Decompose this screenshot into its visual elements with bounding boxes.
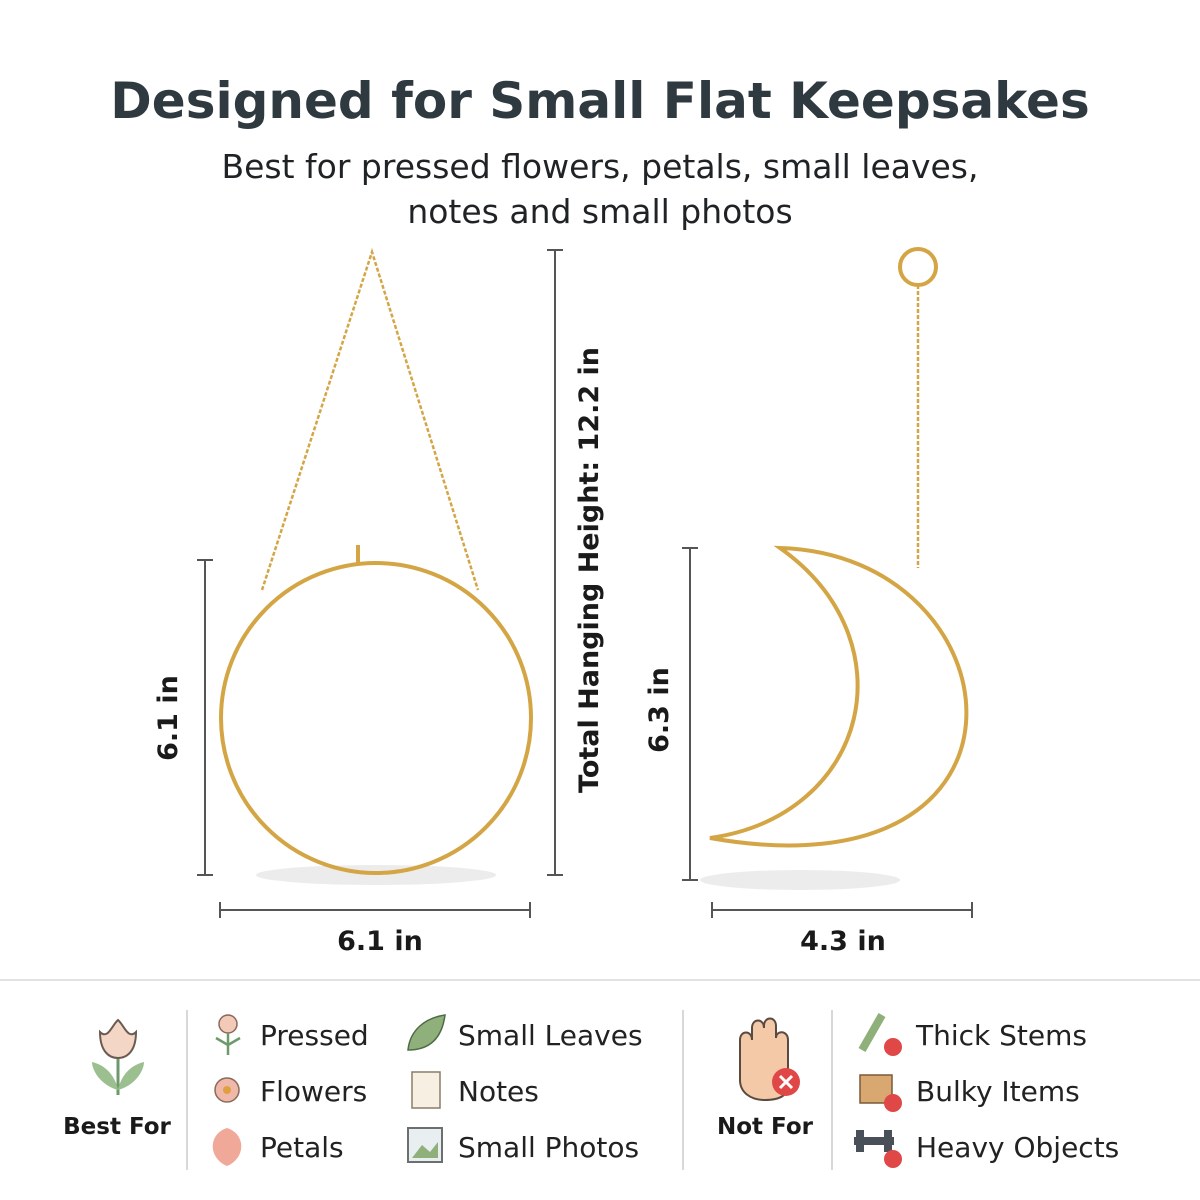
- subtitle: notes and small photos: [407, 192, 792, 231]
- item-label: Small Photos: [458, 1131, 639, 1164]
- item-label: Small Leaves: [458, 1019, 643, 1052]
- label: Best For: [63, 1114, 171, 1140]
- item-icon: [212, 1014, 446, 1166]
- dimension-label: 6.3 in: [644, 667, 675, 753]
- subtitle: Best for pressed flowers, petals, small …: [221, 147, 978, 186]
- best-for-icon: [92, 1018, 144, 1095]
- item-label: Petals: [260, 1131, 344, 1164]
- item-label: Pressed: [260, 1019, 369, 1052]
- dimension-label: 4.3 in: [800, 926, 886, 957]
- dimension-label: 6.1 in: [337, 926, 423, 957]
- item-label: Flowers: [260, 1075, 367, 1108]
- item-label: Heavy Objects: [916, 1131, 1119, 1164]
- item-label: Bulky Items: [916, 1075, 1080, 1108]
- title: Designed for Small Flat Keepsakes: [110, 72, 1089, 130]
- dimension-label: Total Hanging Height: 12.2 in: [574, 347, 605, 793]
- not-for-icon: [739, 1013, 902, 1168]
- moon-frame: [709, 545, 969, 848]
- item-label: Notes: [458, 1075, 539, 1108]
- shadow: [700, 870, 900, 890]
- label: Not For: [717, 1114, 814, 1140]
- chain: [260, 247, 480, 591]
- circle-frame: [219, 561, 533, 875]
- item-label: Thick Stems: [915, 1019, 1087, 1052]
- dimension-label: 6.1 in: [153, 675, 184, 761]
